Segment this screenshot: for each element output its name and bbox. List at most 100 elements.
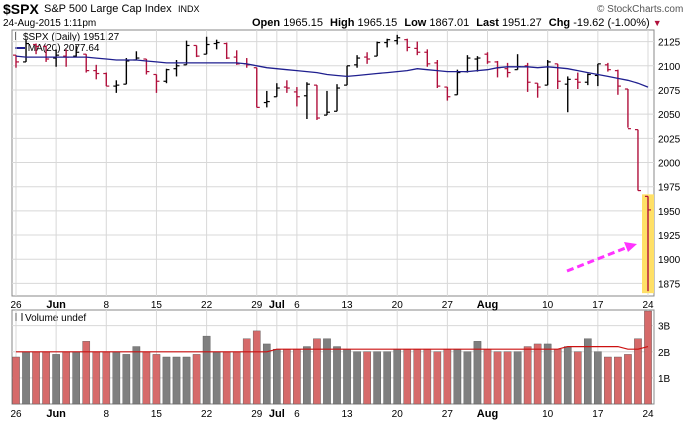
volume-bar [293,348,301,405]
ohlc-bar [63,49,70,67]
volume-ytick-label: 3B [658,322,671,333]
price-xtick-label: Jul [269,299,285,311]
volume-xtick-label: 27 [442,409,454,420]
ohlc-bar [163,68,170,84]
price-ytick-label: 1975 [658,183,681,194]
volume-bar [132,346,141,405]
price-xtick-label: Aug [477,299,498,311]
ohlc-bar [574,72,581,90]
ohlc-bar [273,83,280,98]
ohlc-bar [645,195,651,292]
ohlc-bar [344,65,351,86]
annotation-arrowhead-icon [624,242,637,252]
volume-bar [634,338,642,405]
price-xtick-label: 17 [592,300,604,311]
volume-bar [182,356,191,405]
volume-bar [212,351,221,405]
price-ytick-label: 1875 [658,279,681,290]
ohlc-bar [133,51,140,61]
volume-bar [52,354,60,405]
volume-bar [102,351,111,405]
price-xtick-label: 22 [201,300,213,311]
volume-xtick-label: 10 [542,409,554,420]
volume-bar [273,348,281,405]
price-xtick-label: 6 [294,300,300,311]
low-value: 1867.01 [429,17,470,29]
volume-bar [393,348,402,405]
last-label: Last [476,17,499,29]
volume-ytick-label: 1B [658,374,671,385]
exchange: INDX [178,4,200,14]
ohlc-bar [13,54,19,68]
volume-xtick-label: 29 [251,409,263,420]
volume-bar [483,348,492,405]
price-ytick-label: 1925 [658,231,681,242]
ohlc-bar [193,44,200,58]
volume-xtick-label: 22 [201,409,213,420]
ohlc-bar [634,129,641,192]
ohlc-bar [354,55,361,68]
high-value: 1965.15 [357,17,398,29]
high-label: High [330,17,355,29]
ohlc-bar [323,90,330,116]
price-xtick-label: 8 [104,300,110,311]
ohlc-bar [123,58,130,85]
ohlc-bar [153,73,160,93]
volume-bar [433,351,442,405]
ohlc-bar [293,87,300,107]
ohlc-bar [364,52,371,64]
attribution[interactable]: © StockCharts.com [597,4,684,15]
volume-bar [333,346,341,405]
volume-bar [413,348,422,405]
ohlc-bar [113,80,120,93]
ohlc-bar [73,45,80,58]
price-legend-label: $SPX (Daily) 1951.27 [23,32,120,43]
price-xtick-label: 27 [442,300,454,311]
price-ytick-label: 2100 [658,62,681,73]
volume-bar [303,346,311,405]
volume-bar [12,356,20,405]
last-value: 1951.27 [501,17,542,29]
volume-bar [383,351,391,405]
volume-xtick-label: 24 [642,409,654,420]
volume-bar [563,346,572,405]
volume-bar [503,351,512,405]
volume-bar [614,356,622,405]
ohlc-bar [313,84,320,120]
ohlc-bar [253,67,260,108]
price-ytick-label: 2075 [658,86,681,97]
ma-legend-label: MA(20) 2077.64 [27,43,100,54]
ohlc-bar [624,88,631,130]
ohlc-bar [404,38,411,52]
ohlc-bar [494,60,501,78]
ohlc-bar [223,42,230,60]
volume-bar [202,335,211,405]
ohlc-bar [534,82,541,98]
volume-bar [283,348,291,405]
ohlc-bar [434,59,441,89]
ohlc-bar [484,52,491,64]
price-xtick-label: 15 [151,300,163,311]
volume-bar [594,351,602,405]
price-xtick-label: Jun [46,299,66,311]
chg-value: -19.62 (-1.00%) [573,17,650,29]
volume-bar [62,351,70,405]
ohlc-bar [614,69,621,95]
ohlc-bar [334,84,341,112]
volume-bar [232,351,241,405]
ohlc-bar [203,36,210,55]
volume-bar [543,343,552,405]
volume-legend-label: Volume undef [25,313,87,324]
price-ytick-label: 2000 [658,159,681,170]
ohlc-bar [454,69,461,96]
ohlc-bar [263,90,270,108]
ohlc-bar [43,45,50,62]
volume-bar [22,351,30,405]
price-ytick-label: 2125 [658,38,681,49]
ohlc-bar [183,40,190,66]
volume-xtick-label: Jun [46,408,66,420]
volume-bar [262,343,271,405]
ohlc-bar [394,34,401,45]
ohlc-bar [374,41,381,57]
price-xtick-label: 26 [10,300,22,311]
